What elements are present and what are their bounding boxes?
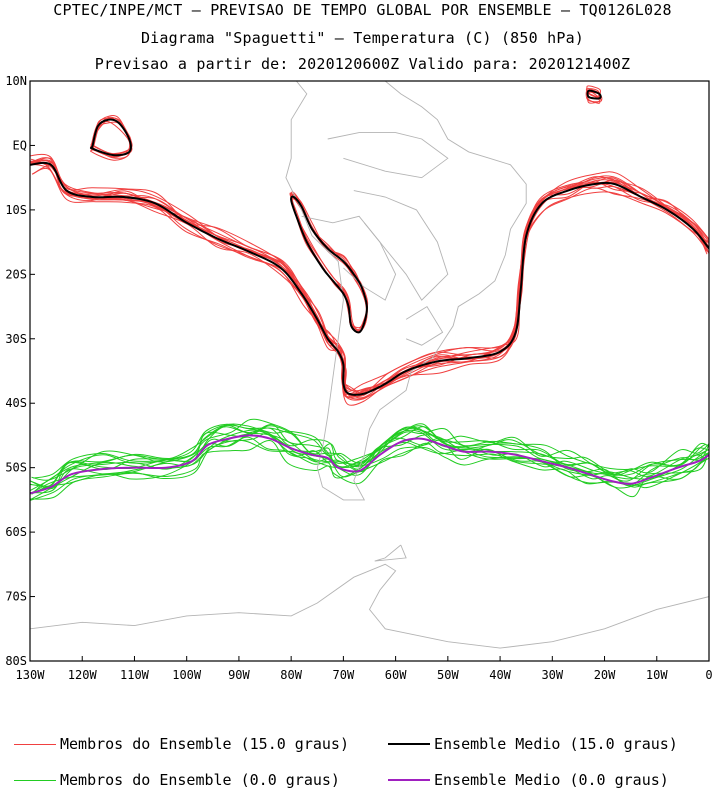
ensemble-member-15-line	[30, 159, 709, 395]
coastline-segment	[327, 132, 449, 179]
ensemble-member-15-line	[588, 88, 600, 98]
y-tick-label: 40S	[5, 396, 27, 410]
ensemble-mean-15-line	[30, 161, 709, 396]
y-tick-label: 80S	[5, 654, 27, 668]
x-tick-label: 100W	[172, 668, 202, 682]
ensemble-member-0-line	[30, 433, 708, 494]
ensemble-member-15-line	[90, 116, 131, 158]
axes-group: 130W 120W 110W 100W 90W 80W 70W 60W 50W 40W 30W 20W…	[5, 74, 712, 682]
ensemble-mean-15-line	[89, 118, 132, 157]
x-tick-label: 70W	[333, 668, 355, 682]
coastline-segment	[30, 563, 709, 649]
ensemble-member-15-line	[290, 193, 368, 329]
coastline-segment	[285, 81, 527, 501]
x-tick-label: 40W	[489, 668, 511, 682]
x-tick-label: 130W	[16, 668, 46, 682]
legend-item-mean-15: Ensemble Medio (15.0 graus)	[388, 735, 678, 753]
x-tick-label: 80W	[280, 668, 302, 682]
ensemble-member-15-line	[30, 161, 708, 399]
y-tick-label: 10S	[5, 203, 27, 217]
ensemble-member-15-line	[30, 163, 709, 398]
legend-item-members-15: Membros do Ensemble (15.0 graus)	[14, 735, 349, 753]
x-tick-label: 20W	[594, 668, 616, 682]
ensemble-member-15-line	[31, 165, 708, 401]
y-tick-label: 20S	[5, 267, 27, 281]
legend-label-mean-0: Ensemble Medio (0.0 graus)	[434, 771, 669, 789]
plot-frame	[29, 80, 710, 662]
x-tick-label: 0	[705, 668, 712, 682]
ensemble-members-15-group	[30, 85, 709, 406]
ensemble-member-0-line	[30, 439, 709, 501]
ensemble-member-15-line	[289, 192, 369, 331]
x-tick-label: 50W	[437, 668, 459, 682]
ensemble-mean-0-line	[30, 434, 709, 495]
y-tick-label: 60S	[5, 525, 27, 539]
legend-swatch-members-0	[14, 779, 56, 781]
ensemble-member-15-line	[30, 153, 709, 392]
ensemble-members-0-group	[30, 418, 709, 501]
coastline-segment	[353, 190, 449, 301]
legend-label-mean-15: Ensemble Medio (15.0 graus)	[434, 735, 678, 753]
figure-title-line-2: Diagrama "Spaguetti" – Temperatura (C) (…	[140, 29, 585, 47]
coastline-segment	[374, 544, 407, 562]
x-tick-label: 90W	[228, 668, 250, 682]
ensemble-member-0-line	[31, 418, 709, 487]
legend-item-members-0: Membros do Ensemble (0.0 graus)	[14, 771, 340, 789]
y-tick-label: 30S	[5, 332, 27, 346]
y-tick-label: 10N	[5, 74, 27, 88]
ensemble-member-15-line	[90, 115, 132, 155]
ensemble-member-15-line	[290, 198, 367, 332]
ensemble-member-15-line	[30, 157, 709, 392]
figure-title-line-1: CPTEC/INPE/MCT – PREVISAO DE TEMPO GLOBA…	[53, 1, 672, 19]
y-tick-label: 70S	[5, 590, 27, 604]
coastline-segment	[301, 215, 397, 301]
ensemble-member-0-line	[30, 424, 709, 494]
x-tick-label: 10W	[646, 668, 668, 682]
ensemble-means-group	[30, 89, 709, 495]
x-tick-label: 60W	[385, 668, 407, 682]
ensemble-member-15-line	[587, 90, 602, 104]
ensemble-member-15-line	[31, 167, 709, 406]
x-tick-label: 110W	[120, 668, 150, 682]
figure-title-line-3: Previsao a partir de: 2020120600Z Valido…	[94, 55, 631, 73]
x-tick-label: 120W	[68, 668, 98, 682]
ensemble-mean-15-line	[586, 89, 602, 100]
legend-item-mean-0: Ensemble Medio (0.0 graus)	[388, 771, 669, 789]
legend-label-members-15: Membros do Ensemble (15.0 graus)	[60, 735, 349, 753]
legend-label-members-0: Membros do Ensemble (0.0 graus)	[60, 771, 340, 789]
y-tick-label: 50S	[5, 461, 27, 475]
coastline-segment	[405, 305, 444, 346]
x-tick-label: 30W	[541, 668, 563, 682]
legend-swatch-members-15	[14, 743, 56, 745]
ensemble-member-0-line	[33, 425, 707, 493]
legend-swatch-mean-15	[388, 743, 430, 745]
coastline-map	[30, 81, 709, 649]
y-tick-label: EQ	[13, 138, 27, 152]
ensemble-mean-15-line	[290, 195, 368, 334]
legend-swatch-mean-0	[388, 779, 430, 781]
